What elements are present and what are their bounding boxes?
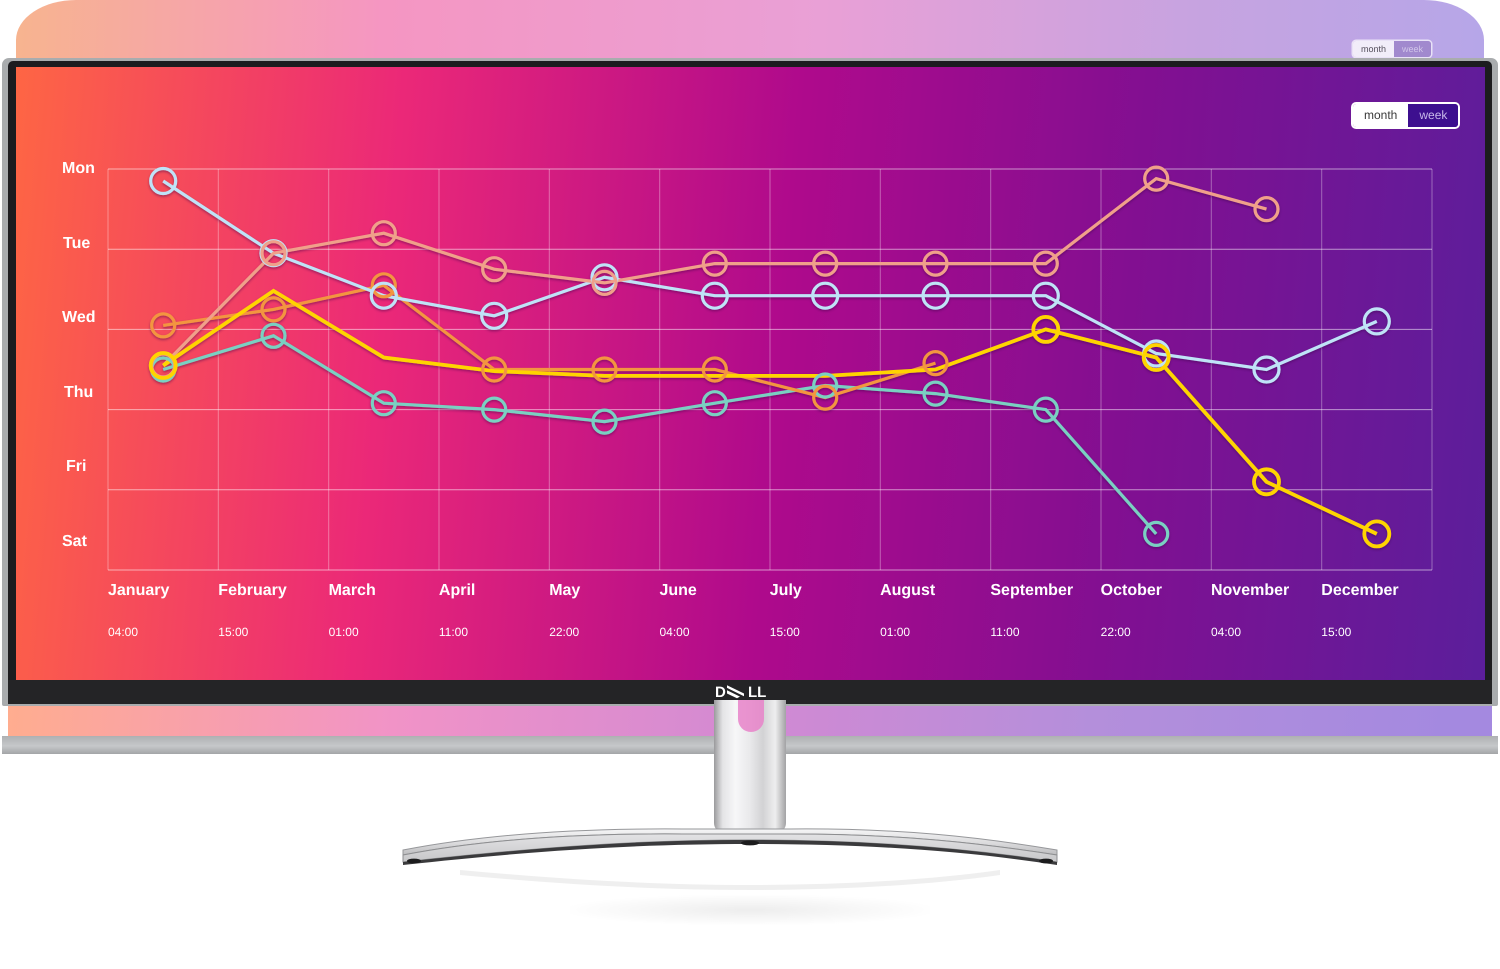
svg-text:D: D [715, 684, 726, 701]
svg-text:LL: LL [748, 684, 766, 701]
